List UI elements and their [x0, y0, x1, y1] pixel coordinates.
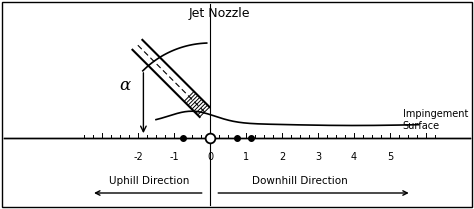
Text: 4: 4 [351, 152, 357, 162]
Text: 1: 1 [243, 152, 249, 162]
Text: 3: 3 [315, 152, 321, 162]
Text: Impingement
Surface: Impingement Surface [402, 109, 468, 131]
Text: α: α [120, 76, 131, 93]
Text: -2: -2 [133, 152, 143, 162]
Text: 5: 5 [387, 152, 393, 162]
Text: Uphill Direction: Uphill Direction [109, 176, 189, 186]
Text: 2: 2 [279, 152, 285, 162]
Text: -1: -1 [169, 152, 179, 162]
Text: 0: 0 [207, 152, 213, 162]
Text: Downhill Direction: Downhill Direction [252, 176, 348, 186]
Text: Jet Nozzle: Jet Nozzle [188, 8, 250, 20]
